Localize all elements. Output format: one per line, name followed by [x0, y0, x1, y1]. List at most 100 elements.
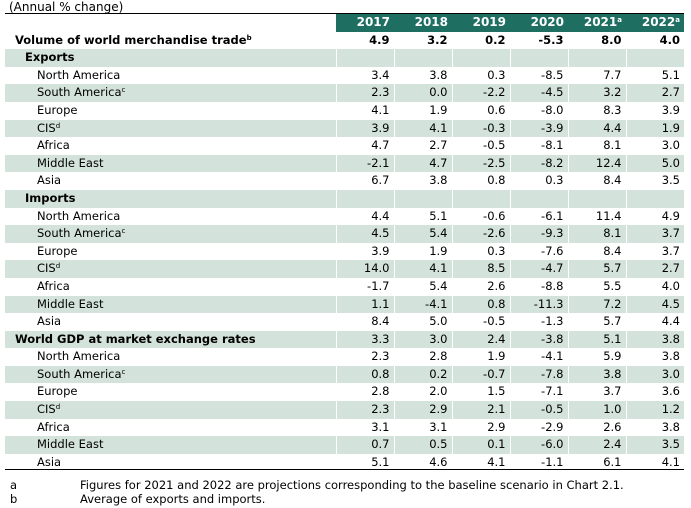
value-cell: -1.1 [509, 453, 568, 472]
table-row: Africa 3.1 3.1 2.9 -2.9 2.6 3.8 [5, 418, 684, 437]
table-row: South Americac 4.5 5.4 -2.6 -9.3 8.1 3.7 [5, 225, 684, 243]
value-cell: 1.9 [625, 119, 684, 138]
value-cell: -0.3 [451, 119, 510, 138]
row-label: Asia [37, 173, 62, 188]
value-cell: 2.0 [393, 383, 452, 402]
value-cell: 3.2 [567, 84, 626, 102]
table-row: CISd 2.3 2.9 2.1 -0.5 1.0 1.2 [5, 401, 684, 419]
value-cell: 5.5 [567, 277, 626, 296]
value-cell: 8.4 [335, 313, 394, 331]
table-row: North America 4.4 5.1 -0.6 -6.1 11.4 4.9 [5, 207, 684, 226]
value-cell: -0.5 [451, 313, 510, 331]
value-cell: 0.3 [451, 242, 510, 261]
row-label: North America [37, 208, 121, 223]
value-cell: -4.1 [393, 295, 452, 314]
value-cell: 4.9 [335, 31, 394, 50]
row-label: CISd [5, 260, 336, 278]
value-cell: 3.8 [625, 348, 684, 366]
row-label: Asia [37, 314, 62, 329]
value-cell [335, 49, 394, 67]
value-cell [509, 189, 568, 208]
row-label: South Americac [5, 225, 336, 243]
value-cell: 4.5 [335, 225, 394, 243]
row-label: Europe [37, 102, 78, 117]
value-cell: -3.8 [509, 330, 568, 349]
value-cell: 4.1 [625, 453, 684, 472]
value-cell: 4.9 [625, 207, 684, 226]
value-cell: 3.5 [625, 172, 684, 190]
value-cell: 1.0 [567, 401, 626, 419]
table-row: Middle East 0.7 0.5 0.1 -6.0 2.4 3.5 [5, 436, 684, 454]
value-cell: -0.5 [509, 401, 568, 419]
value-cell: 8.1 [567, 137, 626, 155]
footnote-a: a Figures for 2021 and 2022 are projecti… [5, 478, 684, 492]
value-cell: 12.4 [567, 154, 626, 173]
value-cell: 4.4 [335, 207, 394, 226]
value-cell: 8.4 [567, 172, 626, 190]
value-cell: 2.6 [567, 418, 626, 437]
row-label: Africa [37, 419, 70, 434]
header-2019: 2019 [452, 14, 510, 32]
value-cell: 0.5 [393, 436, 452, 454]
value-cell: 8.3 [567, 101, 626, 120]
value-cell: 3.9 [335, 119, 394, 138]
value-cell: 3.1 [335, 418, 394, 437]
value-cell: -6.1 [509, 207, 568, 226]
value-cell [451, 189, 510, 208]
value-cell: -9.3 [509, 225, 568, 243]
value-cell: 7.7 [567, 66, 626, 85]
value-cell: -3.9 [509, 119, 568, 138]
value-cell: 2.8 [393, 348, 452, 366]
value-cell: 0.2 [393, 365, 452, 384]
row-label: Europe [37, 243, 78, 258]
value-cell: 2.4 [451, 330, 510, 349]
footnote-key: a [10, 478, 18, 492]
header-2018: 2018 [394, 14, 452, 32]
value-cell: 3.5 [625, 436, 684, 454]
value-cell: 4.7 [393, 154, 452, 173]
row-label: South Americac [5, 84, 336, 102]
value-cell: 7.2 [567, 295, 626, 314]
table-row: CISd 14.0 4.1 8.5 -4.7 5.7 2.7 [5, 260, 684, 278]
value-cell: 0.8 [335, 365, 394, 384]
value-cell: -11.3 [509, 295, 568, 314]
value-cell: 5.4 [393, 225, 452, 243]
bottom-rule [5, 469, 684, 470]
value-cell: -1.3 [509, 313, 568, 331]
row-label: Exports [5, 49, 336, 67]
value-cell: -1.7 [335, 277, 394, 296]
value-cell: -0.6 [451, 207, 510, 226]
value-cell: 0.0 [393, 84, 452, 102]
value-cell: 3.7 [625, 225, 684, 243]
table-row: Europe 4.1 1.9 0.6 -8.0 8.3 3.9 [5, 101, 684, 120]
value-cell [451, 49, 510, 67]
value-cell: 1.2 [625, 401, 684, 419]
value-cell: 4.1 [451, 453, 510, 472]
value-cell [625, 189, 684, 208]
value-cell: 0.6 [451, 101, 510, 120]
value-cell: 4.4 [567, 119, 626, 138]
value-cell: 2.9 [393, 401, 452, 419]
value-cell: 1.9 [393, 242, 452, 261]
value-cell: 3.8 [393, 66, 452, 85]
value-cell: 4.0 [625, 31, 684, 50]
value-cell: 0.3 [451, 66, 510, 85]
value-cell: 5.1 [567, 330, 626, 349]
table-row: Africa 4.7 2.7 -0.5 -8.1 8.1 3.0 [5, 137, 684, 155]
value-cell: 2.3 [335, 348, 394, 366]
value-cell: 3.9 [625, 101, 684, 120]
value-cell: 4.1 [393, 260, 452, 278]
row-label: Imports [5, 189, 336, 208]
row-label: CISd [5, 119, 336, 138]
row-label: Middle East [5, 436, 336, 454]
value-cell: 3.8 [567, 365, 626, 384]
table-body: Volume of world merchandise tradeb 4.9 3.2… [5, 31, 684, 472]
row-label: World GDP at market exchange rates [5, 330, 336, 349]
table-row: Middle East 1.1 -4.1 0.8 -11.3 7.2 4.5 [5, 295, 684, 314]
header-2021: 2021a [568, 14, 626, 32]
value-cell: 0.7 [335, 436, 394, 454]
value-cell: 5.1 [335, 453, 394, 472]
table-row: Exports [5, 49, 684, 67]
value-cell: 2.7 [625, 84, 684, 102]
value-cell: 4.7 [335, 137, 394, 155]
